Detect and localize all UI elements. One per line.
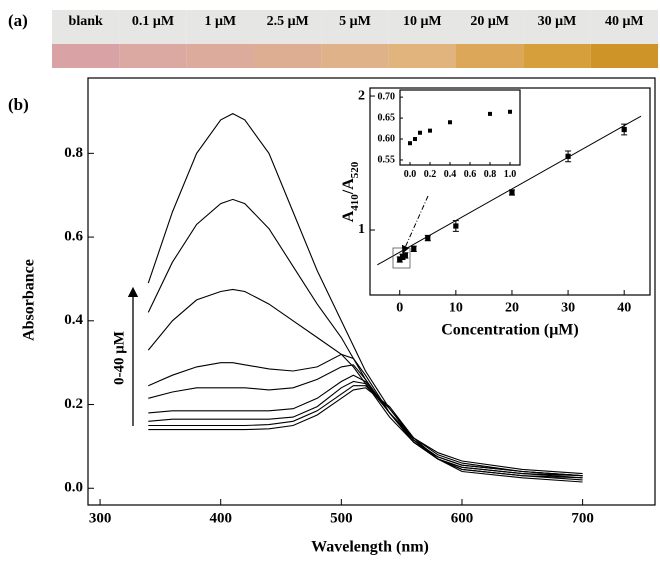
y-tick-label: 0.70 [378, 91, 396, 102]
vial-glass [590, 10, 658, 44]
data-point [399, 254, 406, 260]
vial-liquid [388, 44, 456, 68]
zoom-box [392, 247, 411, 269]
data-point [509, 189, 515, 196]
x-axis-label: Concentration (μM) [441, 322, 578, 339]
vial-label: 0.1 μM [132, 14, 174, 29]
fit-line [377, 115, 642, 266]
vial-liquid [52, 44, 120, 68]
x-tick-label: 0 [396, 301, 403, 316]
x-tick-label: 30 [561, 301, 575, 316]
vial-label: 40 μM [605, 14, 644, 29]
vial-glass [52, 10, 120, 44]
data-point [413, 137, 417, 142]
data-point [448, 120, 452, 125]
y-tick-label: 0.55 [378, 154, 396, 165]
vial-liquid [523, 44, 591, 68]
plot-frame [399, 89, 521, 166]
y-tick-label: 0.65 [378, 112, 396, 123]
vial-label: 1 μM [205, 14, 237, 29]
x-axis-label: Wavelength (nm) [311, 539, 429, 556]
spectrum-line [148, 387, 583, 483]
data-point [408, 141, 412, 146]
data-point [418, 130, 422, 135]
vial-liquid [186, 44, 254, 68]
vial-glass [321, 10, 389, 44]
x-tick-label: 40 [617, 301, 631, 316]
y-tick-label: 1 [358, 222, 365, 237]
vial-label: 20 μM [470, 14, 509, 29]
y-axis-label-part: 410 [349, 194, 361, 211]
vial-label: blank [69, 14, 103, 29]
x-tick-label: 20 [505, 301, 519, 316]
vial-liquid [119, 44, 187, 68]
vial-glass [119, 10, 187, 44]
annotation: 0-40 μM [111, 331, 127, 385]
y-axis-label: A410/A520 [340, 161, 361, 222]
vial-label: 30 μM [538, 14, 577, 29]
spectrum-line [148, 353, 583, 477]
y-tick-label: 0.60 [378, 133, 396, 144]
x-tick-label: 600 [451, 511, 474, 527]
vial-glass [456, 10, 524, 44]
y-tick-label: 0.0 [64, 480, 83, 496]
x-tick-label: 700 [571, 511, 594, 527]
spectrum-line [147, 198, 583, 477]
y-tick-label: 0.8 [64, 145, 83, 161]
data-point [565, 153, 571, 159]
data-point [508, 109, 512, 114]
vial-liquid [321, 44, 389, 68]
vial-label: 2.5 μM [267, 14, 309, 29]
x-tick-label: 300 [89, 511, 112, 527]
spectrum-line [147, 112, 583, 475]
data-point [428, 128, 432, 133]
vial-glass [388, 10, 456, 44]
y-axis-label-part: A [340, 210, 357, 222]
x-tick-label: 10 [449, 301, 463, 316]
data-point [411, 246, 417, 252]
data-point [402, 252, 408, 259]
vial-glass [254, 10, 322, 44]
vial-glass [186, 10, 254, 44]
vial-label: 5 μM [339, 14, 371, 29]
data-point [453, 223, 459, 229]
y-axis-label-part: 520 [349, 161, 361, 178]
x-tick-label: 500 [330, 511, 353, 527]
x-tick-label: 0.4 [444, 169, 457, 180]
inner-inset-chart: 0.0 0.2 0.4 0.6 0.8 1.0 0.55 0.60 0.65 0.70 [378, 89, 521, 180]
panel-label: (b) [8, 95, 29, 114]
vial-liquid [254, 44, 322, 68]
x-tick-label: 1.0 [504, 169, 517, 180]
y-tick-label: 0.4 [64, 312, 83, 328]
y-axis-label-part: /A [340, 178, 357, 195]
y-tick-label: 2 [358, 88, 365, 103]
x-tick-label: 0.6 [464, 169, 477, 180]
x-tick-label: 0.2 [424, 169, 437, 180]
vial-liquid [590, 44, 658, 68]
data-point [621, 126, 627, 133]
panel-label: (a) [8, 11, 28, 30]
data-point [425, 235, 431, 241]
x-tick-label: 0.8 [484, 169, 497, 180]
photo-strip: blank 0.1 μM 1 μM 2.5 μM 5 μM 10 μM 20 μM 30 μM… [52, 10, 658, 68]
y-tick-label: 0.6 [64, 229, 83, 245]
x-tick-label: 400 [209, 511, 232, 527]
data-point [488, 111, 492, 116]
vial-glass [523, 10, 591, 44]
vial-label: 10 μM [403, 14, 442, 29]
x-tick-label: 0.0 [404, 169, 417, 180]
vial-liquid [456, 44, 524, 68]
y-axis-label: Absorbance [21, 259, 38, 341]
y-tick-label: 0.2 [64, 396, 83, 412]
